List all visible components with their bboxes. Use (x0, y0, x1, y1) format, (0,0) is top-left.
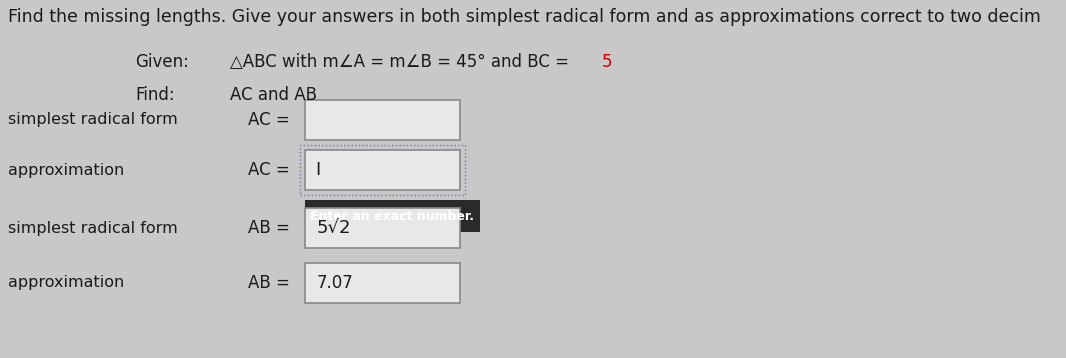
Text: simplest radical form: simplest radical form (9, 221, 178, 236)
FancyBboxPatch shape (305, 150, 461, 190)
FancyBboxPatch shape (305, 263, 461, 303)
Text: Enter an exact number.: Enter an exact number. (310, 209, 474, 223)
FancyBboxPatch shape (305, 100, 461, 140)
Text: I: I (314, 161, 320, 179)
Text: AC =: AC = (248, 111, 290, 129)
Text: Given:: Given: (135, 53, 189, 71)
Text: 7.07: 7.07 (317, 274, 354, 292)
Text: simplest radical form: simplest radical form (9, 112, 178, 127)
Text: AB =: AB = (248, 274, 290, 292)
Text: AC =: AC = (248, 161, 290, 179)
Text: Find the missing lengths. Give your answers in both simplest radical form and as: Find the missing lengths. Give your answ… (9, 8, 1040, 26)
Text: 5√2: 5√2 (317, 219, 352, 237)
FancyBboxPatch shape (305, 208, 461, 248)
Text: △ABC with m∠A = m∠B = 45° and BC =: △ABC with m∠A = m∠B = 45° and BC = (230, 53, 575, 71)
Text: AC and AB: AC and AB (230, 86, 317, 104)
FancyBboxPatch shape (305, 200, 480, 232)
Text: Find:: Find: (135, 86, 175, 104)
Text: 5: 5 (602, 53, 613, 71)
Text: approximation: approximation (9, 163, 125, 178)
Text: AB =: AB = (248, 219, 290, 237)
Text: approximation: approximation (9, 276, 125, 290)
